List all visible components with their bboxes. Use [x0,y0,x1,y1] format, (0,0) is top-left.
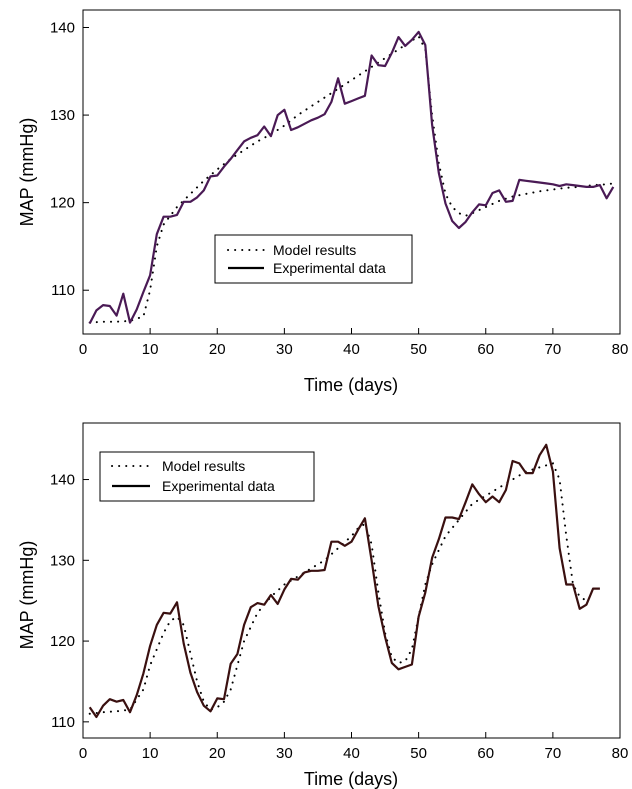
top-legend-experimental-label: Experimental data [273,260,386,276]
bot-x-tick-label: 80 [612,745,629,762]
top-x-axis-title: Time (days) [304,375,398,395]
bot-x-tick-label: 0 [79,745,87,762]
bottom-legend: Model results Experimental data [99,451,315,502]
bottom-legend-model-label: Model results [162,458,245,474]
top-legend: Model results Experimental data [214,234,413,284]
top-x-tick-label: 20 [209,341,226,358]
bot-x-tick-label: 50 [410,745,427,762]
bottom-chart: 0 10 20 30 40 50 60 70 80 110 120 130 140 Time (day… [17,422,629,789]
top-y-tick-label: 130 [50,107,75,124]
top-y-axis-title: MAP (mmHg) [17,118,37,227]
bot-y-tick-label: 140 [50,472,75,489]
bottom-y-axis-title: MAP (mmHg) [17,541,37,650]
bottom-legend-experimental-label: Experimental data [162,478,275,494]
top-x-tick-label: 80 [612,341,629,358]
bot-x-tick-label: 30 [276,745,293,762]
top-plot-frame [82,9,621,335]
top-x-ticks: 0 10 20 30 40 50 60 70 80 [79,328,629,358]
top-x-tick-label: 50 [410,341,427,358]
bot-y-tick-label: 130 [50,552,75,569]
top-x-tick-label: 40 [343,341,360,358]
bottom-y-ticks: 110 120 130 140 [50,472,89,731]
top-legend-model-label: Model results [273,242,356,258]
bot-x-tick-label: 10 [142,745,159,762]
top-x-tick-label: 60 [477,341,494,358]
top-y-ticks: 110 120 130 140 [50,20,89,299]
top-x-tick-label: 0 [79,341,87,358]
bot-x-tick-label: 20 [209,745,226,762]
bot-y-tick-label: 120 [50,633,75,650]
bot-x-tick-label: 40 [343,745,360,762]
top-x-tick-label: 70 [545,341,562,358]
top-y-tick-label: 120 [50,195,75,212]
bottom-legend-box [99,451,315,502]
bottom-x-ticks: 0 10 20 30 40 50 60 70 80 [79,732,629,762]
bottom-x-axis-title: Time (days) [304,769,398,789]
bot-x-tick-label: 60 [477,745,494,762]
bottom-experimental-line [88,443,600,719]
bot-x-tick-label: 70 [545,745,562,762]
top-y-tick-label: 110 [51,282,75,299]
top-experimental-line [88,30,615,325]
top-chart: 0 10 20 30 40 50 60 70 80 110 120 130 140 Time (day… [17,9,629,395]
top-x-tick-label: 10 [142,341,159,358]
top-x-tick-label: 30 [276,341,293,358]
top-model-line [88,34,615,324]
bot-y-tick-label: 110 [51,714,75,731]
top-legend-box [214,234,413,284]
top-y-tick-label: 140 [50,20,75,37]
